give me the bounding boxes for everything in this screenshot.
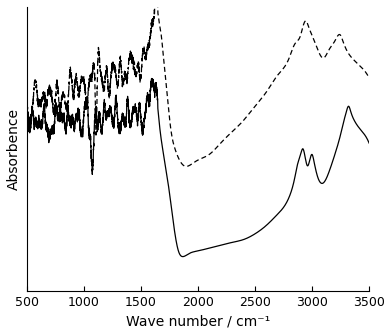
Y-axis label: Absorbence: Absorbence — [7, 108, 21, 190]
X-axis label: Wave number / cm⁻¹: Wave number / cm⁻¹ — [126, 314, 270, 328]
